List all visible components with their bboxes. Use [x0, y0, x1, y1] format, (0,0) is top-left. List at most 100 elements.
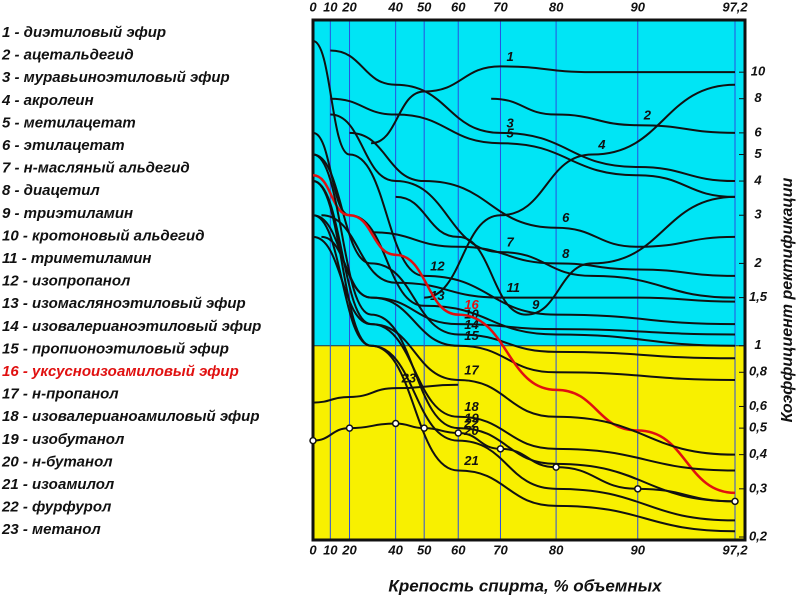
x-tick-label-top: 97,2	[722, 0, 748, 14]
curve-label: 15	[464, 328, 479, 343]
x-tick-label: 70	[493, 542, 508, 557]
legend-entry: 1 - диэтиловый эфир	[2, 24, 166, 41]
series-line	[312, 422, 736, 503]
series-line	[330, 49, 736, 183]
legend-entry: 23 - метанол	[1, 521, 101, 538]
y-tick-label: 0,6	[749, 398, 768, 413]
legend-entry: 11 - триметиламин	[2, 250, 152, 267]
legend-entry: 3 - муравьиноэтиловый эфир	[2, 69, 230, 86]
x-tick-label: 0	[309, 542, 317, 557]
x-tick-label-top: 40	[387, 0, 403, 14]
series-line	[312, 180, 736, 472]
y-tick-label: 0,5	[749, 420, 768, 435]
legend-entry: 18 - изовалерианоамиловый эфир	[2, 408, 260, 425]
legend-entry: 13 - изомасляноэтиловый эфир	[2, 295, 246, 312]
curve-label: 16	[464, 297, 479, 312]
y-tick-label: 10	[751, 64, 766, 79]
curve-label: 18	[464, 399, 479, 414]
series-line	[312, 153, 736, 360]
series-line	[370, 65, 735, 145]
point	[309, 436, 317, 445]
curve-label: 7	[506, 235, 514, 250]
x-tick-label-top: 10	[323, 0, 338, 14]
curve-label: 11	[506, 280, 520, 295]
series-line	[424, 83, 736, 299]
curve-label: 4	[597, 137, 606, 152]
legend-entry: 10 - кротоновый альдегид	[2, 227, 205, 244]
curve-label: 19	[464, 411, 479, 426]
point	[391, 419, 400, 428]
series-line	[491, 97, 736, 134]
point	[634, 485, 642, 493]
curve-label: 17	[464, 362, 479, 377]
x-tick-label-top: 80	[549, 0, 564, 14]
series-line	[321, 214, 736, 303]
upper-zone	[313, 20, 745, 346]
x-tick-label-top: 90	[631, 0, 646, 14]
y-tick-label: 1,5	[749, 289, 768, 304]
y-tick-label: 0,4	[749, 446, 768, 461]
x-tick-label: 80	[549, 542, 564, 557]
legend-entry: 8 - диацетил	[2, 182, 100, 199]
legend-entry: 6 - этилацетат	[2, 137, 125, 154]
legend-entry: 19 - изобутанол	[2, 431, 125, 448]
point	[454, 429, 462, 437]
series-line	[349, 131, 736, 248]
x-tick-label: 10	[323, 542, 338, 557]
series-line	[395, 195, 736, 316]
legend-entry: 4 - акролеин	[1, 92, 94, 109]
curve-label: 3	[506, 115, 514, 130]
legend-entry: 15 - пропионоэтиловый эфир	[2, 340, 229, 357]
point	[345, 424, 354, 432]
legend-entry: 14 - изовалерианоэтиловый эфир	[2, 318, 261, 335]
lower-zone	[313, 345, 745, 540]
x-tick-label: 90	[631, 542, 646, 557]
y-tick-label: 0,8	[749, 364, 768, 379]
y-tick-label: 0,3	[749, 480, 768, 495]
series-line	[312, 180, 736, 533]
legend-entry: 21 - изоамилол	[1, 476, 115, 493]
curve-label: 14	[464, 317, 479, 332]
x-tick-label-top: 0	[309, 0, 317, 14]
y-tick-label: 2	[753, 255, 762, 270]
curve-label: 8	[562, 246, 570, 261]
y-tick-label: 3	[754, 207, 762, 222]
y-tick-label: 0,2	[749, 528, 768, 543]
y-tick-label: 1	[754, 337, 761, 352]
curve-label: 5	[506, 126, 514, 141]
curve-label: 12	[430, 258, 445, 273]
x-tick-label: 60	[451, 542, 466, 557]
series-line	[312, 174, 736, 495]
series-line	[371, 231, 736, 277]
legend-entry: 9 - триэтиламин	[2, 205, 133, 222]
x-tick-label: 40	[387, 542, 403, 557]
legend-entry: 2 - ацетальдегид	[1, 47, 134, 64]
series-line	[312, 383, 459, 404]
curve-label: 6	[562, 210, 570, 225]
x-tick-label: 97,2	[722, 542, 748, 557]
y-tick-label: 6	[754, 124, 762, 139]
y-tick-label: 4	[753, 172, 762, 187]
x-tick-label-top: 70	[493, 0, 508, 14]
point	[420, 424, 428, 432]
legend-entry: 12 - изопропанол	[2, 273, 131, 290]
legend-entry: 16 - уксусноизоамиловый эфир	[2, 363, 239, 380]
x-tick-label: 20	[341, 542, 357, 557]
curve-label: 1	[506, 49, 513, 64]
x-tick-label-top: 60	[451, 0, 466, 14]
legend-entry: 22 - фурфурол	[1, 499, 112, 516]
curve-label: 23	[401, 371, 417, 386]
curve-label: 9	[532, 297, 540, 312]
y-axis-title: Коэффициент ректификации	[779, 177, 796, 422]
y-tick-label: 8	[754, 90, 762, 105]
x-tick-label: 50	[417, 542, 432, 557]
point	[496, 445, 505, 453]
legend-entry: 17 - н-пропанол	[2, 386, 119, 403]
legend-entry: 20 - н-бутанол	[1, 453, 113, 470]
curve-label: 22	[463, 415, 479, 430]
x-tick-label-top: 50	[417, 0, 432, 14]
series-line	[312, 153, 736, 503]
series-line	[312, 214, 736, 522]
curve-label: 21	[463, 453, 478, 468]
